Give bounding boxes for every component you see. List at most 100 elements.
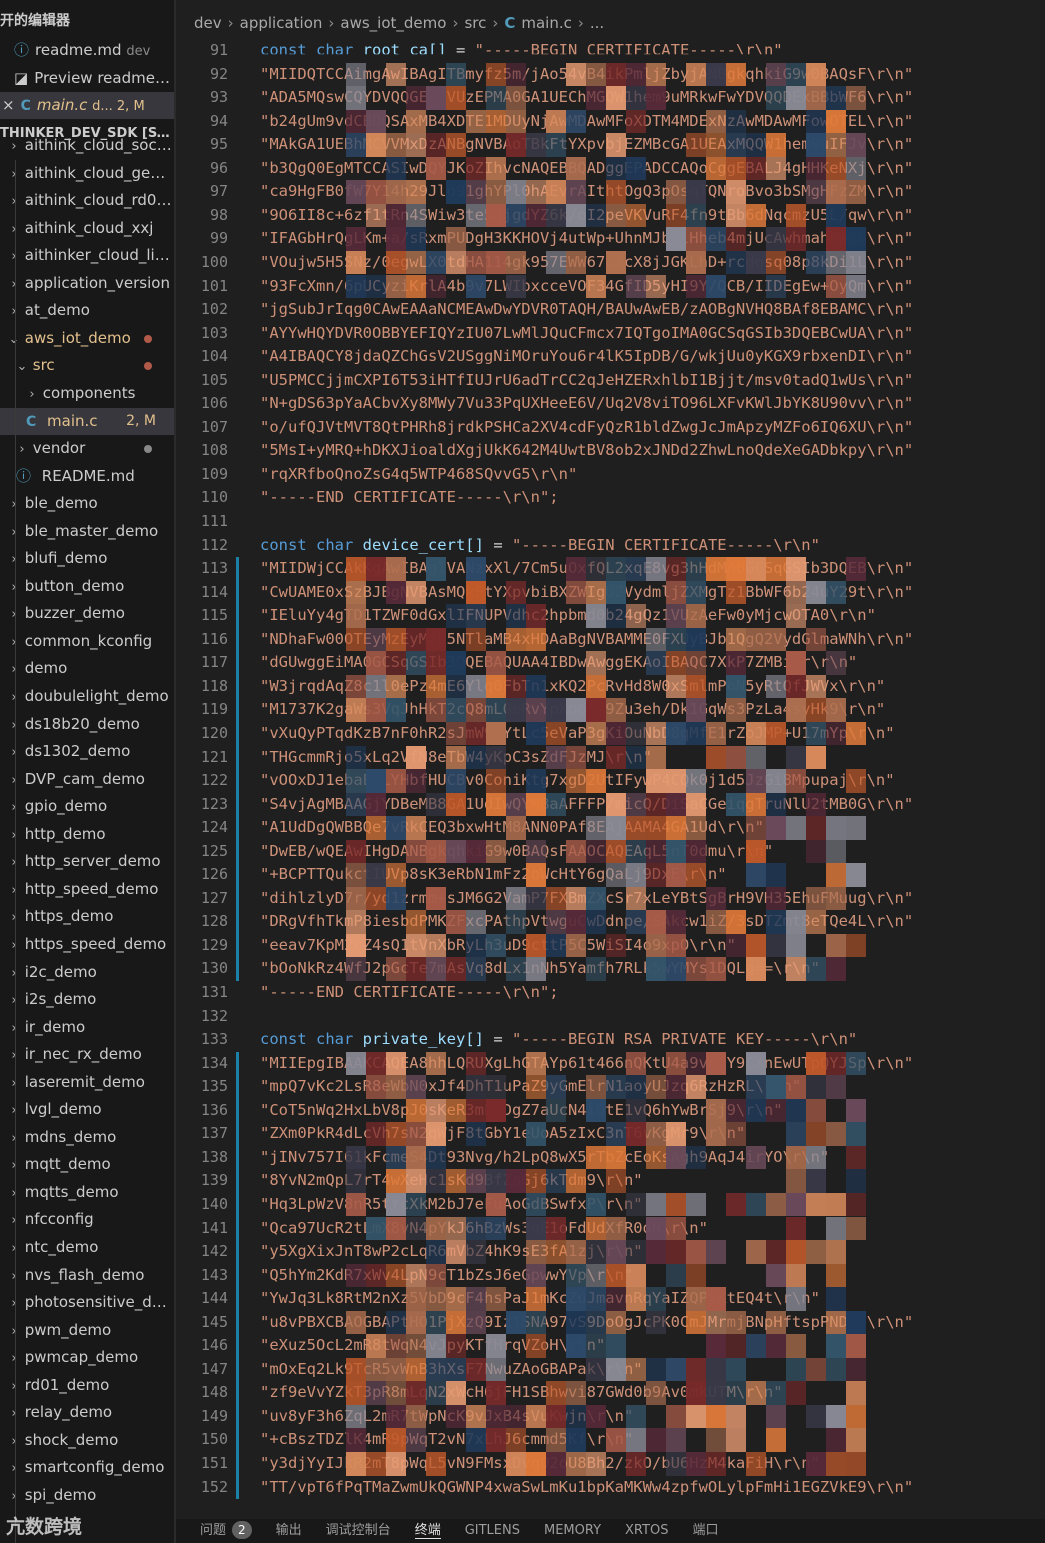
folder-item[interactable]: › buzzer_demo [0,600,174,627]
folder-item[interactable]: › application_version [0,270,174,297]
folder-item[interactable]: › laseremit_demo [0,1069,174,1096]
panel-tab[interactable]: 端口 [692,1523,719,1538]
folder-item[interactable]: › ble_master_demo [0,518,174,545]
file-item-main-c[interactable]: C main.c 2, M [0,407,174,435]
redaction-block [846,227,866,251]
folder-item[interactable]: › http_server_demo [0,848,174,875]
redaction-block [786,1381,806,1405]
folder-item[interactable]: ⌄ aws_iot_demo [0,325,174,352]
folder-item[interactable]: › nvs_flash_demo [0,1262,174,1289]
redaction-block [826,839,846,864]
folder-item[interactable]: › nfcconfig [0,1206,174,1233]
folder-item[interactable]: › http_demo [0,821,174,848]
redaction-block [346,62,366,87]
folder-item[interactable]: › ntc_demo [0,1234,174,1261]
redaction-block [646,745,666,770]
redaction-block [806,910,826,934]
folder-item[interactable]: › ble_demo [0,490,174,517]
breadcrumb-item[interactable]: application [239,14,323,32]
folder-item[interactable]: › i2s_demo [0,986,174,1013]
redaction-block [786,203,806,228]
folder-item[interactable]: › ir_nec_rx_demo [0,1041,174,1068]
folder-item[interactable]: › ds1302_demo [0,738,174,765]
folder-item[interactable]: › at_demo [0,297,174,324]
folder-item[interactable]: › common_kconfig [0,628,174,655]
redaction-block [426,1263,446,1288]
folder-item[interactable]: › ir_demo [0,1014,174,1041]
folder-item[interactable]: ⌄ src [0,352,174,379]
folder-item[interactable]: › mdns_demo [0,1124,174,1151]
panel-tab[interactable]: 调试控制台 [325,1523,391,1538]
redaction-block [806,1075,826,1099]
breadcrumb-item[interactable]: aws_iot_demo [340,14,447,32]
folder-item[interactable]: › https_speed_demo [0,931,174,958]
folder-item[interactable]: › i2c_demo [0,959,174,986]
redaction-block [366,627,386,652]
open-editors-header[interactable]: 开的编辑器 [0,13,70,29]
sidebar-divider [174,0,176,1543]
redaction-block [546,109,566,134]
folder-item[interactable]: › aithink_cloud_rd01... [0,187,174,214]
redaction-block [386,1310,406,1335]
redaction-block [346,792,366,817]
breadcrumb-item[interactable]: ... [589,14,605,32]
folder-item[interactable]: › blufi_demo [0,545,174,572]
open-editor-item[interactable]: ◪ Preview readme.md [0,65,174,92]
redaction-block [766,227,786,251]
folder-item[interactable]: › gpio_demo [0,793,174,820]
redaction-block [686,1145,706,1170]
panel-tab[interactable]: 输出 [275,1523,302,1538]
folder-item[interactable]: › lvgl_demo [0,1096,174,1123]
breadcrumb-item[interactable]: dev [194,14,222,32]
folder-item[interactable]: › smartconfig_demo [0,1454,174,1481]
open-editor-item[interactable]: ⓘ readme.md dev [0,37,174,64]
file-item[interactable]: ⓘ README.md [0,463,174,490]
breadcrumb-item[interactable]: main.c [521,14,572,32]
redaction-block [346,1263,366,1288]
chevron-right-icon: › [11,717,17,733]
folder-item[interactable]: › shock_demo [0,1427,174,1454]
line-number: 144 [200,1289,228,1308]
folder-item[interactable]: › aithinker_cloud_lin... [0,242,174,269]
code-line: "IEluYy4gTD1TZWF0dGxlIFNUPVdhc2hpbmd0b24… [260,606,876,625]
folder-item[interactable]: › demo [0,655,174,682]
folder-item[interactable]: › ds18b20_demo [0,711,174,738]
redaction-block [686,133,706,157]
redaction-block [566,1404,586,1429]
folder-item[interactable]: › spi_demo [0,1482,174,1509]
tree-item-label: mdns_demo [20,1127,117,1146]
panel-tab[interactable]: XRTOS [625,1523,669,1538]
redaction-block [446,1169,466,1193]
folder-item[interactable]: › aithink_cloud_soc_... [0,132,174,159]
redaction-block [826,133,846,157]
redaction-block [546,1216,566,1241]
folder-item[interactable]: › https_demo [0,903,174,930]
folder-item[interactable]: › DVP_cam_demo [0,766,174,793]
breadcrumb-item[interactable]: src [464,14,487,32]
folder-item[interactable]: › relay_demo [0,1399,174,1426]
folder-item[interactable]: › components [0,380,174,407]
panel-tab[interactable]: MEMORY [544,1523,602,1538]
folder-item[interactable]: › rd01_demo [0,1372,174,1399]
folder-item[interactable]: › http_speed_demo [0,876,174,903]
folder-item[interactable]: › pwm_demo [0,1317,174,1344]
redaction-block [366,1334,386,1358]
panel-tab[interactable]: GITLENS [464,1523,520,1538]
panel-tab[interactable]: 终端 [414,1523,441,1539]
folder-item[interactable]: › aithink_cloud_xxj [0,215,174,242]
folder-item[interactable]: › mqtt_demo [0,1151,174,1178]
folder-item[interactable]: › vendor [0,435,174,462]
redaction-block [386,203,406,228]
chevron-right-icon: › [11,1323,17,1339]
panel-tab[interactable]: 问题 [200,1523,227,1538]
close-icon[interactable]: × [2,96,15,114]
folder-item[interactable]: › mqtts_demo [0,1179,174,1206]
redaction-block [846,1145,866,1170]
folder-item[interactable]: › doubulelight_demo [0,683,174,710]
folder-item[interactable]: › button_demo [0,573,174,600]
folder-item[interactable]: › pwmcap_demo [0,1344,174,1371]
folder-item[interactable]: › aithink_cloud_gen... [0,160,174,187]
folder-item[interactable]: › photosensitive_de... [0,1289,174,1316]
